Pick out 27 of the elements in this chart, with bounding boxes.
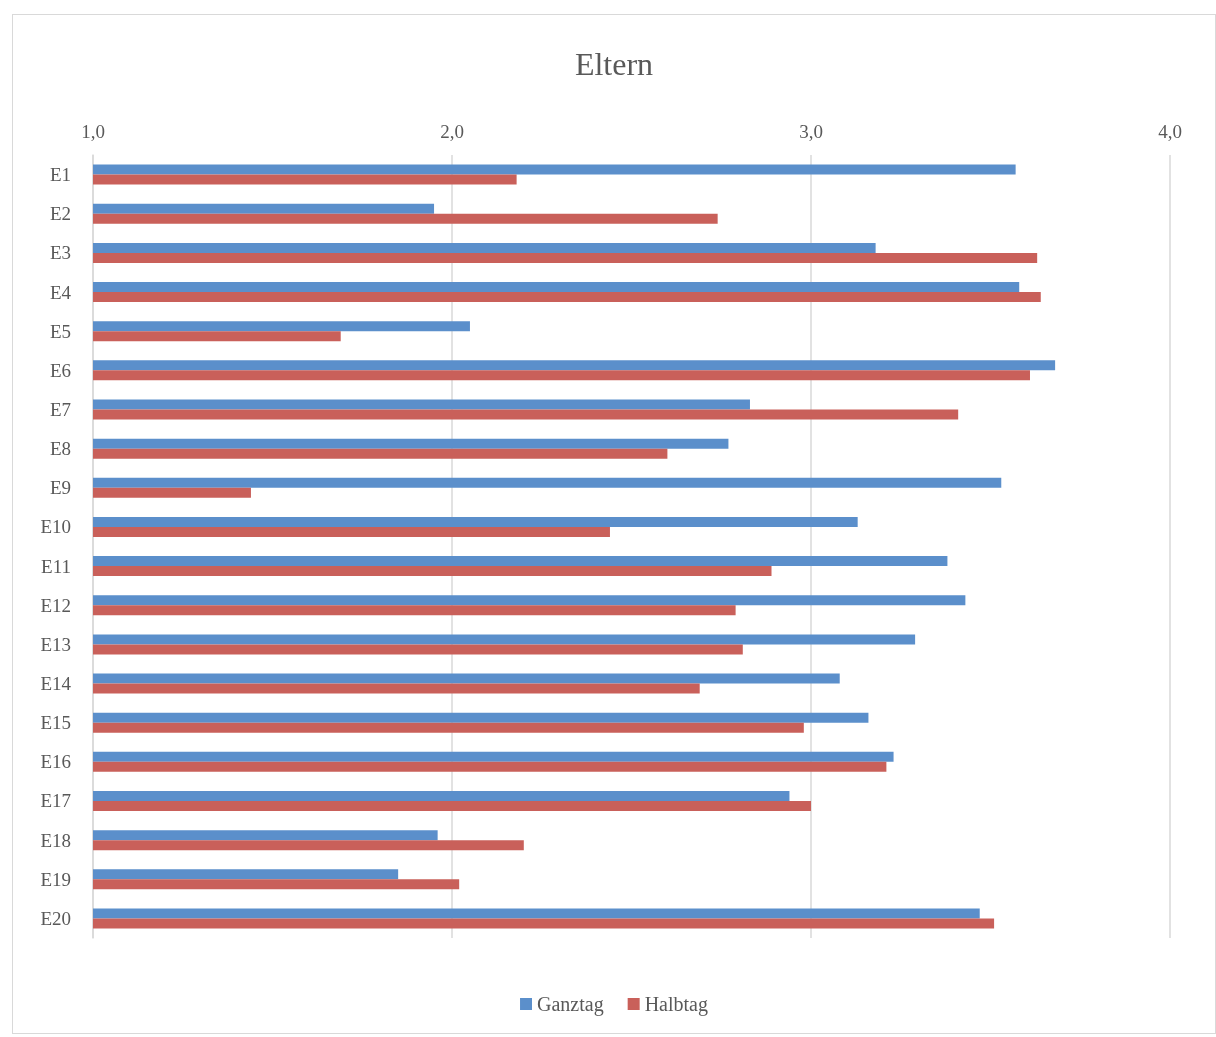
y-tick-label: E10	[40, 516, 71, 538]
x-tick-label: 1,0	[81, 121, 105, 142]
y-tick-label: E7	[49, 398, 71, 420]
chart-title: Eltern	[574, 46, 654, 82]
y-tick-label: E13	[40, 633, 71, 655]
y-tick-label: E17	[40, 790, 71, 812]
y-tick-label: E12	[40, 594, 71, 616]
y-tick-label: E5	[49, 320, 71, 342]
x-tick-label: 2,0	[440, 121, 464, 142]
y-tick-label: E15	[40, 712, 71, 734]
y-tick-label: E14	[40, 673, 72, 695]
y-tick-label: E19	[40, 868, 71, 890]
legend-label: Halbtag	[644, 993, 708, 1016]
y-tick-label: E20	[40, 907, 71, 929]
x-tick-label: 4,0	[1158, 121, 1182, 142]
y-tick-label: E6	[49, 359, 71, 381]
y-tick-label: E1	[49, 164, 71, 186]
y-tick-label: E11	[41, 555, 71, 577]
y-tick-label: E16	[40, 751, 71, 773]
y-tick-label: E8	[49, 438, 71, 460]
y-tick-label: E9	[49, 477, 71, 499]
legend-label: Ganztag	[537, 993, 604, 1016]
y-tick-label: E4	[49, 281, 72, 303]
y-tick-label: E3	[49, 242, 71, 264]
y-tick-label: E2	[49, 203, 71, 225]
y-tick-label: E18	[40, 829, 71, 851]
x-tick-label: 3,0	[799, 121, 823, 142]
